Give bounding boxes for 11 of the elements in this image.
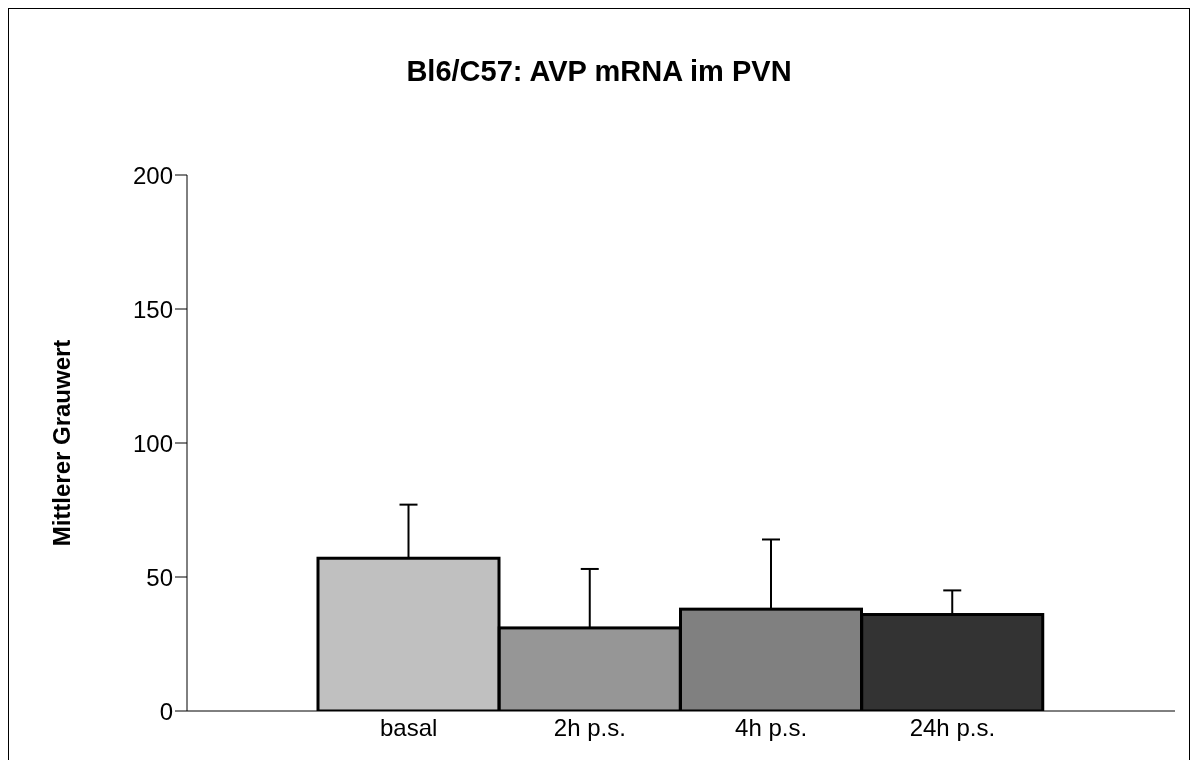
y-tick-label: 0 [159,697,173,725]
y-tick-label: 150 [132,295,173,323]
y-tick-label: 200 [132,161,173,189]
chart-title: Bl6/C57: AVP mRNA im PVN [405,55,793,88]
x-tick-label: 4h p.s. [735,714,808,742]
x-tick-label: basal [379,714,438,742]
x-tick-label: 24h p.s. [909,714,996,742]
y-tick-label: 50 [146,563,173,591]
y-tick-label: 100 [132,429,173,457]
y-axis-title: Mittlerer Grauwert [47,339,75,547]
x-tick-label: 2h p.s. [553,714,626,742]
